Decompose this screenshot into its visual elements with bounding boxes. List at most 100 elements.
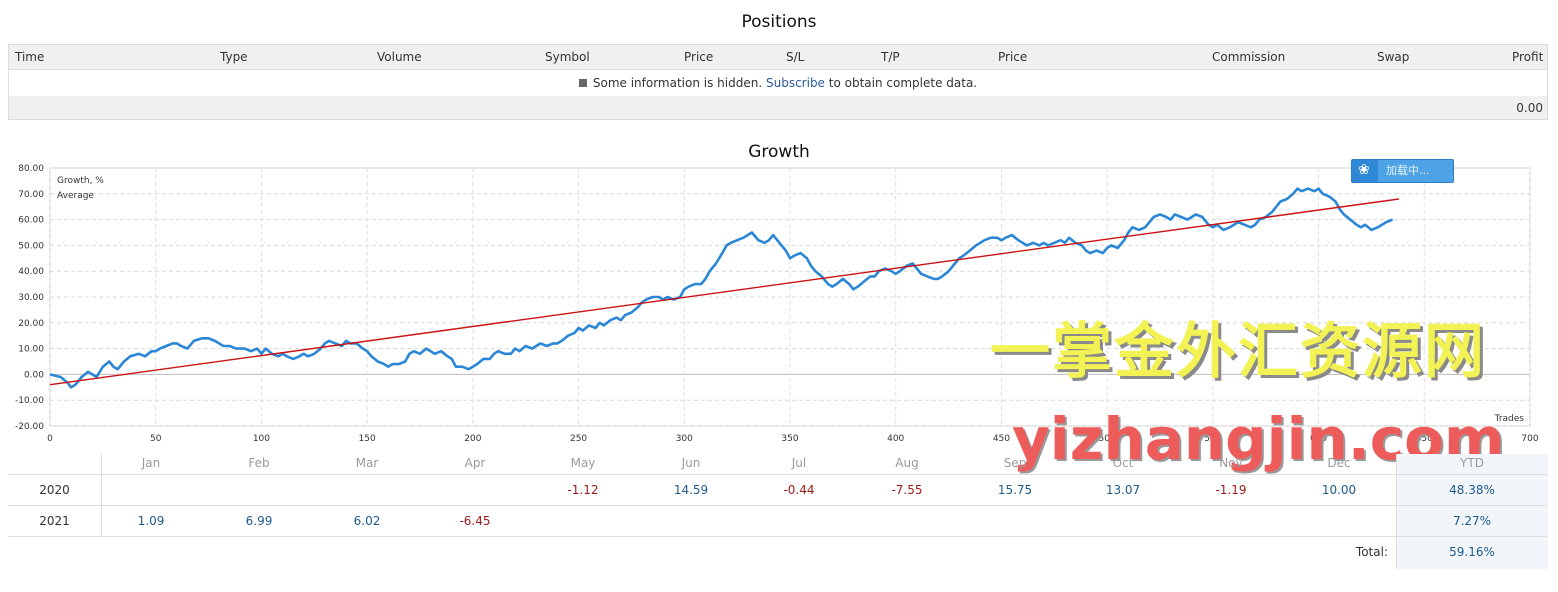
total-row: Total: 59.16% xyxy=(8,536,1548,567)
col-type[interactable]: Type xyxy=(220,50,248,64)
col-symbol[interactable]: Symbol xyxy=(545,50,590,64)
x-tick-label: 350 xyxy=(781,434,798,444)
col-price[interactable]: Price xyxy=(684,50,714,64)
y-axis-ticks: 80.00 70.00 60.00 50.00 40.00 30.00 20.00 10.00… xyxy=(15,164,44,432)
positions-title: Positions xyxy=(741,12,817,32)
x-tick-label: 200 xyxy=(464,434,481,444)
ytd-column-bg xyxy=(1396,454,1548,569)
month-header-dec: Dec xyxy=(1327,456,1351,470)
total-value: 59.16% xyxy=(1449,545,1495,559)
ytd-value: 48.38% xyxy=(1449,483,1495,497)
ytd-divider xyxy=(1396,454,1397,569)
month-return[interactable]: -1.19 xyxy=(1215,483,1247,497)
year-row-2020: 2020 -1.12 14.59 -0.44 -7.55 15.75 13.07 -1.19 1… xyxy=(8,474,1548,505)
col-close-price[interactable]: Price xyxy=(998,50,1028,64)
chart-series xyxy=(49,187,1399,389)
month-header-jun: Jun xyxy=(681,456,701,470)
month-return[interactable]: 6.02 xyxy=(353,514,381,528)
x-tick-label: 50 xyxy=(150,434,162,444)
x-tick-label: 700 xyxy=(1521,434,1538,444)
yearly-returns-table: Jan Feb Mar Apr May Jun Jul Aug Sep Oct Nov Dec YTD … xyxy=(8,454,1548,569)
month-return[interactable]: 1.09 xyxy=(137,514,165,528)
col-swap[interactable]: Swap xyxy=(1377,50,1410,64)
month-return[interactable]: 10.00 xyxy=(1321,483,1357,497)
month-header-jan: Jan xyxy=(141,456,161,470)
x-tick-label: 600 xyxy=(1310,434,1327,444)
y-tick-label: 0.00 xyxy=(24,370,44,380)
y-tick-label: 60.00 xyxy=(18,216,44,226)
month-return[interactable]: 14.59 xyxy=(673,483,709,497)
col-tp[interactable]: T/P xyxy=(881,50,900,64)
lock-icon xyxy=(578,79,587,87)
month-header-nov: Nov xyxy=(1219,456,1243,470)
x-tick-label: 0 xyxy=(47,434,53,444)
loading-badge[interactable]: 加载中... xyxy=(1351,159,1454,183)
month-return[interactable]: -7.55 xyxy=(891,483,923,497)
y-tick-label: -20.00 xyxy=(15,422,44,432)
month-return[interactable]: -1.12 xyxy=(567,483,599,497)
x-tick-label: 100 xyxy=(253,434,270,444)
month-header-apr: Apr xyxy=(464,456,486,470)
x-tick-label: 400 xyxy=(887,434,904,444)
x-axis-ticks: 0 50 100 150 200 250 300 350 400 450 500 550 600 650 7… xyxy=(47,434,1539,444)
col-sl[interactable]: S/L xyxy=(786,50,805,64)
month-return[interactable]: 15.75 xyxy=(997,483,1033,497)
x-tick-label: 450 xyxy=(993,434,1010,444)
month-return[interactable]: -0.44 xyxy=(783,483,815,497)
cloud-icon xyxy=(1352,159,1378,182)
total-profit: 0.00 xyxy=(1516,101,1543,115)
y-tick-label: 40.00 xyxy=(18,267,44,277)
y-tick-label: 50.00 xyxy=(18,241,44,251)
months-header: Jan Feb Mar Apr May Jun Jul Aug Sep Oct Nov Dec YTD xyxy=(8,454,1548,474)
year-label: 2020 xyxy=(39,483,70,497)
growth-line xyxy=(49,187,1394,389)
y-tick-label: 80.00 xyxy=(18,164,44,174)
y-tick-label: 20.00 xyxy=(18,319,44,329)
total-label: Total: xyxy=(1355,545,1388,559)
subscribe-link[interactable]: Subscribe xyxy=(765,76,825,90)
hidden-info-row: Some information is hidden. Subscribe to… xyxy=(9,70,1547,96)
positions-footer: 0.00 xyxy=(9,96,1547,119)
year-label: 2021 xyxy=(39,514,70,528)
col-volume[interactable]: Volume xyxy=(377,50,422,64)
month-header-may: May xyxy=(570,456,596,470)
positions-header: Time Type Volume Symbol Price S/L T/P Pr… xyxy=(9,45,1547,70)
month-header-mar: Mar xyxy=(355,456,379,470)
x-tick-label: 500 xyxy=(1099,434,1116,444)
x-tick-label: 550 xyxy=(1204,434,1221,444)
year-divider xyxy=(101,454,102,537)
ytd-header: YTD xyxy=(1460,456,1484,470)
average-line xyxy=(49,198,1399,386)
month-header-oct: Oct xyxy=(1112,456,1134,470)
loading-badge-label: 加载中... xyxy=(1386,164,1430,177)
chart-grid xyxy=(49,167,1531,427)
legend-average: Average xyxy=(57,191,94,201)
month-header-jul: Jul xyxy=(791,456,807,470)
month-header-aug: Aug xyxy=(895,456,919,470)
x-tick-label: 250 xyxy=(570,434,587,444)
x-tick-label: 650 xyxy=(1416,434,1433,444)
growth-chart: 80.00 70.00 60.00 50.00 40.00 30.00 20.00 10.00… xyxy=(15,164,1539,444)
x-tick-label: 150 xyxy=(359,434,376,444)
y-tick-label: 70.00 xyxy=(18,190,44,200)
hidden-info-tail: to obtain complete data. xyxy=(828,76,978,90)
y-tick-label: 10.00 xyxy=(18,345,44,355)
x-axis-label: Trades xyxy=(1494,414,1525,424)
legend-growth: Growth, % xyxy=(57,176,104,186)
watermark-chinese: 一掌金外汇资源网 xyxy=(990,317,1486,387)
month-return[interactable]: 13.07 xyxy=(1105,483,1141,497)
col-commission[interactable]: Commission xyxy=(1212,50,1286,64)
month-return[interactable]: 6.99 xyxy=(245,514,273,528)
growth-title: Growth xyxy=(748,142,810,162)
month-header-feb: Feb xyxy=(248,456,270,470)
col-time[interactable]: Time xyxy=(15,50,45,64)
positions-table: Time Type Volume Symbol Price S/L T/P Pr… xyxy=(8,44,1548,120)
col-profit[interactable]: Profit xyxy=(1512,50,1544,64)
ytd-value: 7.27% xyxy=(1452,514,1492,528)
x-tick-label: 300 xyxy=(676,434,693,444)
month-return[interactable]: -6.45 xyxy=(459,514,491,528)
y-tick-label: -10.00 xyxy=(15,396,44,406)
hidden-info-text: Some information is hidden. xyxy=(592,76,763,90)
year-row-2021: 2021 1.09 6.99 6.02 -6.45 7.27% xyxy=(8,505,1548,536)
y-tick-label: 30.00 xyxy=(18,293,44,303)
